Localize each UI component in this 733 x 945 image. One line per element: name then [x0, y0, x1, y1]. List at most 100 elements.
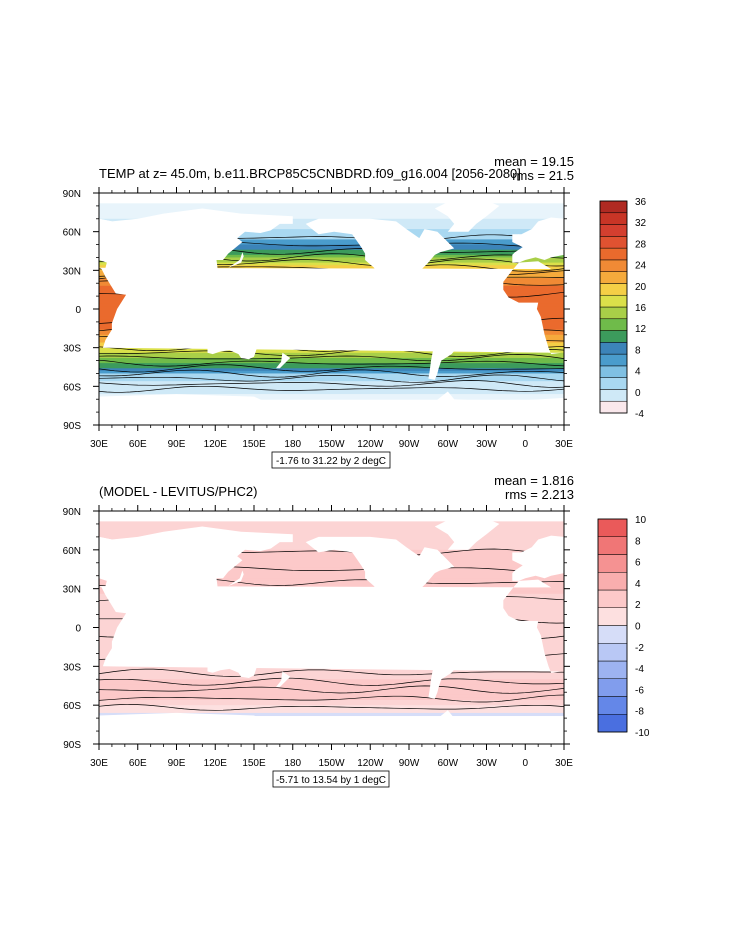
panel2-range-box: -5.71 to 13.54 by 1 degC [272, 770, 390, 788]
colorbar-label: 0 [635, 622, 641, 633]
land-madagascar [117, 324, 125, 342]
colorbar-label: -6 [635, 685, 644, 696]
land-new-guinea [229, 628, 254, 641]
colorbar-frame [599, 200, 628, 414]
band-78 [99, 208, 564, 212]
land-antarctica [99, 391, 564, 425]
band--42 [99, 363, 564, 367]
contour-line [99, 668, 564, 677]
band--60 [99, 386, 564, 390]
land-sumatra [183, 621, 198, 636]
panel2-mean: mean = 1.816 [494, 473, 574, 488]
land-new-guinea [229, 310, 254, 322]
band--32 [99, 350, 564, 354]
y-tick-label: 30N [63, 266, 81, 277]
y-tick-label: 90S [63, 421, 81, 432]
colorbar-label: 24 [635, 261, 647, 272]
band--54 [99, 697, 564, 701]
colorbar-segment [597, 643, 628, 662]
colorbar-label: 2 [635, 600, 641, 611]
band--38 [99, 676, 564, 680]
panel2-xlabels: 30E 60E 90E 120E 150E 180 150W 120W 90W 60W 30W 0 30… [90, 758, 573, 769]
band--40 [99, 360, 564, 364]
band-74 [99, 531, 564, 535]
band--58 [99, 702, 564, 706]
colorbar-label: 4 [635, 367, 641, 378]
contour-line [99, 677, 564, 686]
band-56 [99, 555, 564, 559]
band-48 [99, 247, 564, 251]
land-australia [207, 641, 258, 678]
land-arabia-india-fill [99, 218, 112, 260]
colorbar-label: 8 [635, 536, 641, 547]
x-tick-label: 90W [399, 758, 420, 769]
y-tick-label: 60S [63, 382, 81, 393]
panel1-colorbar: 36 32 28 24 20 16 12 8 4 0 -4 [599, 197, 647, 420]
contour-line [99, 354, 564, 362]
band--40 [99, 679, 564, 683]
band--34 [99, 671, 564, 675]
land-arctic [99, 511, 564, 519]
land-europe [512, 217, 564, 263]
band-42 [99, 254, 564, 258]
land-north-america [305, 218, 455, 299]
band-34 [99, 265, 564, 269]
panel2-colorbar: 10 8 6 4 2 0 -2 -4 -6 -8 -10 [597, 515, 650, 739]
panel2-rms: rms = 2.213 [505, 487, 574, 502]
colorbar-segment [597, 518, 628, 537]
contour-line [99, 364, 564, 373]
panel2-ticks [93, 505, 570, 750]
panel1-range-text: -1.76 to 31.22 by 2 degC [276, 456, 386, 467]
band--36 [99, 674, 564, 678]
colorbar-segment [597, 536, 628, 555]
colorbar-segment [599, 389, 628, 402]
band--62 [99, 388, 564, 392]
band--50 [99, 692, 564, 696]
colorbar-segment [599, 365, 628, 378]
contour-line [99, 369, 564, 378]
colorbar-segment [599, 212, 628, 225]
panel1-ylabels: 90N 60N 30N 0 30S 60S 90S [63, 189, 82, 432]
colorbar-label: 6 [635, 558, 641, 569]
land-antarctica [99, 710, 564, 744]
x-tick-label: 120E [204, 758, 228, 769]
colorbar-segment [599, 353, 628, 367]
colorbar-label: 8 [635, 345, 641, 356]
colorbar-segment [599, 318, 628, 331]
y-tick-label: 90N [63, 189, 81, 200]
band--44 [99, 684, 564, 688]
band-72 [99, 534, 564, 538]
land-arabia-india-fill [99, 536, 112, 579]
land-eurasia [99, 208, 293, 308]
colorbar-label: 10 [635, 515, 647, 526]
band-40 [99, 257, 564, 261]
panel1-ticks [93, 187, 570, 431]
colorbar-segment [597, 554, 628, 573]
band-56 [99, 236, 564, 240]
x-tick-label: 180 [284, 439, 301, 450]
contour-line [99, 694, 564, 703]
x-tick-label: 60E [129, 758, 147, 769]
panel-difference: (MODEL - LEVITUS/PHC2) mean = 1.816 rms … [0, 473, 650, 788]
band-76 [99, 529, 564, 533]
band--56 [99, 381, 564, 385]
colorbar-label: 36 [635, 197, 647, 208]
land-south-america [420, 294, 480, 380]
land-uk [514, 234, 523, 245]
x-tick-label: 30E [90, 439, 108, 450]
x-tick-label: 150W [318, 439, 345, 450]
land-africa-wrap [0, 580, 96, 673]
band-60 [99, 231, 564, 235]
land-south-america [420, 613, 480, 699]
band--46 [99, 687, 564, 691]
band--36 [99, 355, 564, 359]
y-tick-label: 30S [63, 344, 81, 355]
band--34 [99, 352, 564, 356]
x-tick-label: 30E [90, 758, 108, 769]
y-tick-label: 60S [63, 701, 81, 712]
band-36 [99, 262, 564, 266]
land-borneo [201, 618, 214, 633]
contour-line [99, 385, 564, 393]
land-new-zealand [276, 352, 291, 369]
